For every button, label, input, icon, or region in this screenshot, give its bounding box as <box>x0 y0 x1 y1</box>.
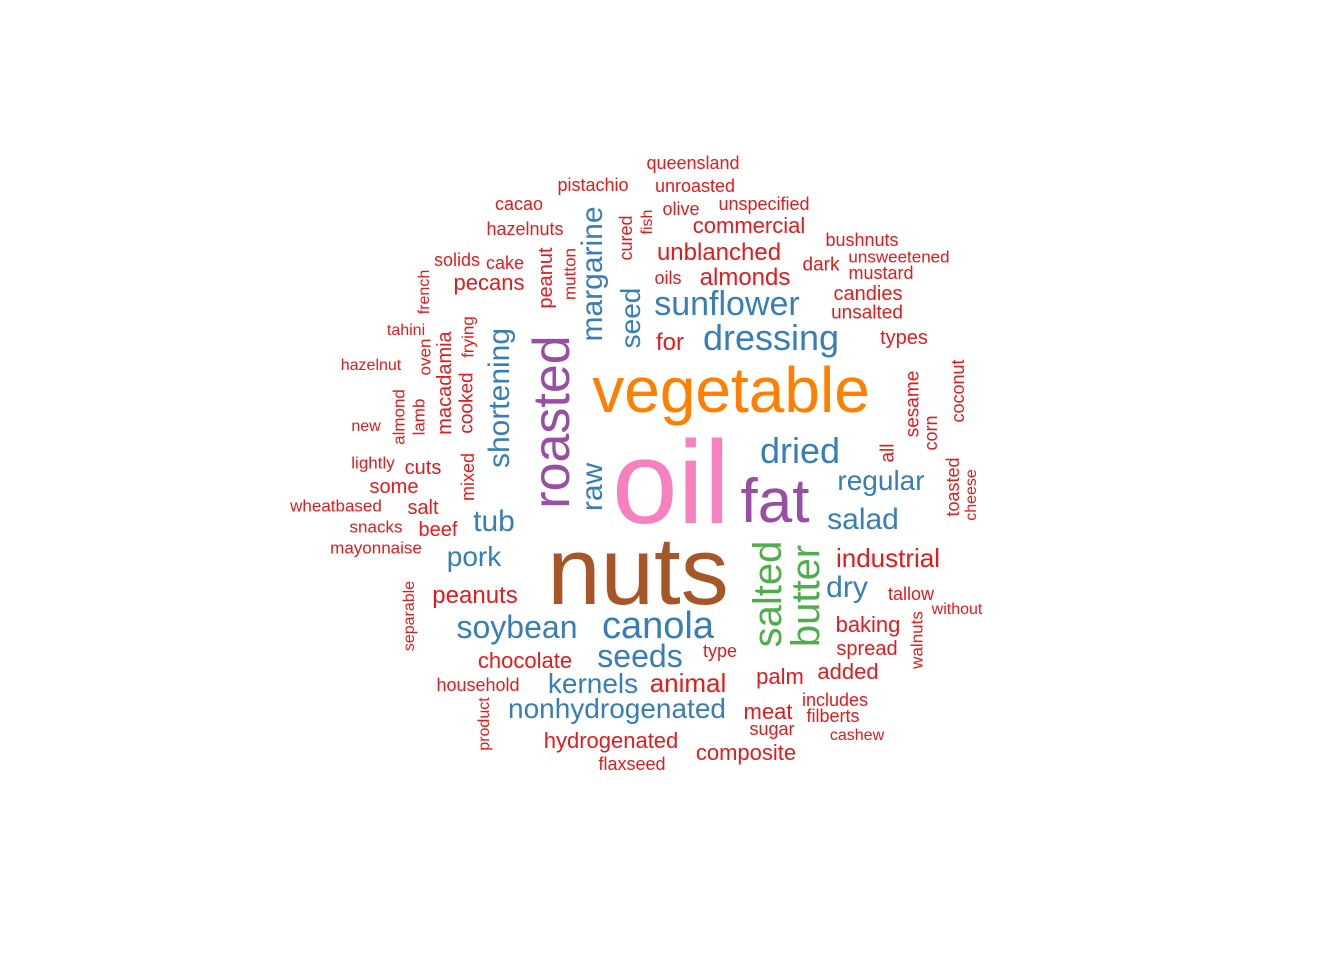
word-household: household <box>436 675 520 695</box>
word-regular: regular <box>837 465 925 496</box>
word-dressing: dressing <box>702 317 840 358</box>
word-mutton: mutton <box>560 248 580 300</box>
word-salad: salad <box>827 503 899 536</box>
word-unroasted: unroasted <box>654 176 736 196</box>
word-bushnuts: bushnuts <box>825 230 899 250</box>
word-commercial: commercial <box>692 213 806 238</box>
word-composite: composite <box>695 740 797 765</box>
word-macadamia: macadamia <box>434 331 456 435</box>
word-sesame: sesame <box>902 370 924 438</box>
word-flaxseed: flaxseed <box>598 754 666 774</box>
word-all: all <box>877 443 899 463</box>
word-unsweetened: unsweetened <box>848 247 950 267</box>
word-unsalted: unsalted <box>831 302 903 324</box>
word-soybean: soybean <box>456 609 578 645</box>
word-tallow: tallow <box>887 584 935 604</box>
word-nuts: nuts <box>547 518 729 625</box>
word-almond: almond <box>389 389 409 445</box>
word-roasted: roasted <box>523 335 581 509</box>
word-lamb: lamb <box>409 398 429 436</box>
word-includes: includes <box>801 690 869 710</box>
word-butter: butter <box>784 544 828 648</box>
word-sugar: sugar <box>749 719 795 739</box>
word-coconut: coconut <box>948 359 968 423</box>
word-corn: corn <box>921 415 941 451</box>
word-dark: dark <box>802 254 840 276</box>
word-unblanched: unblanched <box>656 239 782 266</box>
word-raw: raw <box>576 462 609 512</box>
word-peanuts: peanuts <box>432 582 518 609</box>
word-salt: salt <box>407 497 439 519</box>
word-cashew: cashew <box>829 727 885 744</box>
word-fish: fish <box>639 209 656 235</box>
word-shortening: shortening <box>483 327 516 469</box>
word-toasted: toasted <box>943 457 963 517</box>
word-snacks: snacks <box>349 517 403 537</box>
word-oven: oven <box>415 338 435 376</box>
word-walnuts: walnuts <box>907 611 927 669</box>
word-without: without <box>931 601 983 618</box>
word-added: added <box>817 659 879 684</box>
word-new: new <box>351 418 381 435</box>
word-mustard: mustard <box>848 263 914 283</box>
word-oils: oils <box>654 268 682 288</box>
word-seed: seed <box>615 287 646 349</box>
word-vegetable: vegetable <box>592 354 870 426</box>
word-candies: candies <box>833 283 903 305</box>
word-fat: fat <box>740 467 810 536</box>
word-almonds: almonds <box>699 264 791 291</box>
word-palm: palm <box>756 664 804 689</box>
word-frying: frying <box>458 316 478 358</box>
word-peanut: peanut <box>535 247 557 309</box>
word-nonhydrogenated: nonhydrogenated <box>508 693 726 724</box>
word-hydrogenated: hydrogenated <box>543 728 679 753</box>
word-hazelnuts: hazelnuts <box>486 219 564 239</box>
word-cacao: cacao <box>494 194 544 214</box>
word-cake: cake <box>485 253 525 273</box>
word-olive: olive <box>662 199 700 219</box>
word-meat: meat <box>743 699 793 724</box>
word-mayonnaise: mayonnaise <box>330 538 422 558</box>
word-cured: cured <box>616 215 636 261</box>
word-margarine: margarine <box>576 206 609 342</box>
word-cooked: cooked <box>456 372 478 434</box>
word-kernels: kernels <box>547 668 639 699</box>
word-solids: solids <box>433 250 481 270</box>
word-tub: tub <box>473 505 515 538</box>
word-hazelnut: hazelnut <box>340 357 402 374</box>
word-oil: oil <box>611 417 731 549</box>
word-beef: beef <box>418 519 458 541</box>
word-chocolate: chocolate <box>477 648 573 673</box>
word-pecans: pecans <box>453 270 525 295</box>
word-lightly: lightly <box>351 453 395 473</box>
word-separable: separable <box>401 580 418 652</box>
word-unspecified: unspecified <box>718 194 810 214</box>
word-pork: pork <box>446 541 502 572</box>
word-for: for <box>655 329 685 356</box>
word-some: some <box>369 476 419 498</box>
word-mixed: mixed <box>458 452 478 502</box>
word-seeds: seeds <box>597 638 683 674</box>
word-pistachio: pistachio <box>557 175 629 195</box>
word-queensland: queensland <box>646 153 740 173</box>
word-cuts: cuts <box>404 457 442 479</box>
word-baking: baking <box>835 612 901 637</box>
word-industrial: industrial <box>835 543 941 573</box>
word-type: type <box>702 641 738 661</box>
word-tahini: tahini <box>386 322 426 339</box>
word-sunflower: sunflower <box>654 285 800 323</box>
word-filberts: filberts <box>806 706 860 726</box>
word-dry: dry <box>826 571 868 604</box>
word-canola: canola <box>602 605 714 647</box>
word-dried: dried <box>759 430 841 471</box>
word-cheese: cheese <box>963 469 980 521</box>
word-wheatbased: wheatbased <box>290 496 382 516</box>
word-spread: spread <box>836 638 898 660</box>
word-animal: animal <box>649 668 727 698</box>
word-types: types <box>880 327 928 349</box>
word-french: french <box>416 269 433 315</box>
word-product: product <box>476 697 493 751</box>
word-salted: salted <box>746 540 790 648</box>
